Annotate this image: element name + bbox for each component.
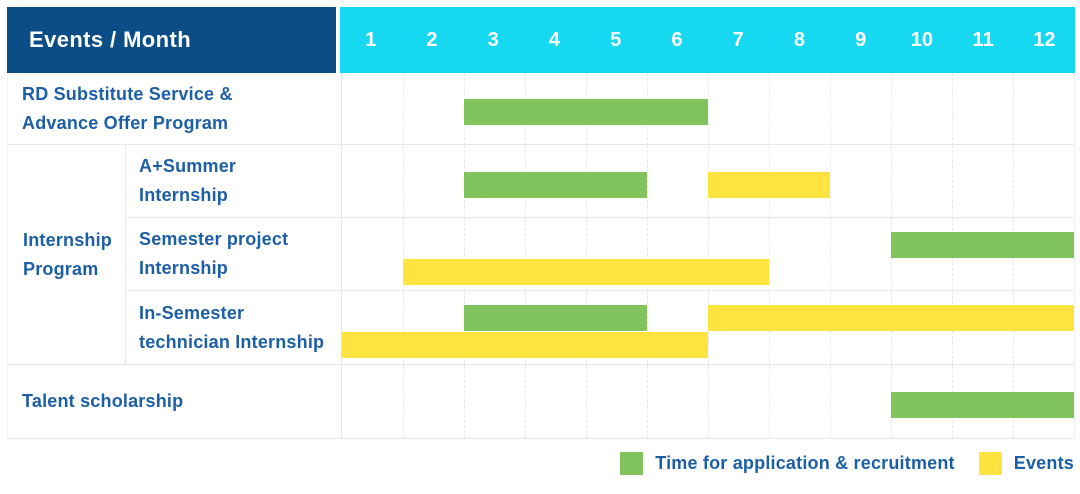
legend-item-events: Events (978, 452, 1074, 475)
bar-application-in-semester-technician-internship (464, 305, 647, 331)
row-label-rd-substitute-service-advance-offer-program: RD Substitute Service & Advance Offer Pro… (22, 83, 233, 133)
grid-line (769, 73, 770, 145)
grid-line (1013, 145, 1014, 218)
grid-line (586, 218, 587, 291)
grid-line (403, 291, 404, 364)
row-rd-substitute-service-advance-offer-program: RD Substitute Service & Advance Offer Pro… (8, 73, 1074, 145)
table-body: RD Substitute Service & Advance Offer Pro… (7, 73, 1075, 439)
legend-label-events: Events (1013, 453, 1074, 473)
grid-line (830, 365, 831, 438)
bar-application-semester-project-internship (891, 232, 1074, 258)
legend-swatch-application (620, 452, 644, 475)
grid-line (647, 218, 648, 291)
bar-events-a-summer-internship (708, 172, 830, 198)
row-label-semester-project-internship: Semester project Internship (125, 218, 341, 290)
row-a-summer-internship: A+Summer Internship (125, 145, 1074, 218)
month-label-7: 7 (732, 28, 744, 51)
legend-label-application: Time for application & recruitment (655, 453, 955, 473)
bar-application-a-summer-internship (464, 172, 647, 198)
grid-line (403, 218, 404, 291)
grid-line (708, 73, 709, 145)
month-label-2: 2 (426, 28, 438, 51)
month-grid-talent-scholarship (341, 365, 1074, 438)
bar-events-in-semester-technician-internship (342, 332, 708, 358)
grid-line (830, 218, 831, 291)
month-grid-semester-project-internship (341, 218, 1074, 291)
grid-line (952, 145, 953, 218)
table-header-row: Events / Month 1 2 3 4 5 6 7 8 9 10 11 12 (7, 7, 1075, 73)
section-internship-program: Internship Program A+Summer Internship Semes… (8, 145, 1074, 365)
month-label-5: 5 (610, 28, 622, 51)
grid-line (1013, 73, 1014, 145)
grid-line (830, 73, 831, 145)
bar-events-semester-project-internship (403, 259, 769, 285)
month-label-4: 4 (548, 28, 560, 51)
grid-line (891, 73, 892, 145)
grid-line (708, 218, 709, 291)
month-label-8: 8 (793, 28, 805, 51)
grid-line (830, 145, 831, 218)
month-label-3: 3 (487, 28, 499, 51)
bar-application-talent-scholarship (891, 392, 1074, 418)
month-label-12: 12 (1033, 28, 1056, 51)
legend-item-application: Time for application & recruitment (620, 452, 955, 475)
row-label-in-semester-technician-internship: In-Semester technician Internship (125, 291, 341, 364)
month-label-10: 10 (910, 28, 933, 51)
grid-line (708, 365, 709, 438)
row-label-talent-scholarship: Talent scholarship (22, 391, 184, 411)
month-header-row: 1 2 3 4 5 6 7 8 9 10 11 12 (340, 7, 1075, 73)
month-label-1: 1 (365, 28, 377, 51)
events-month-header: Events / Month (7, 7, 336, 73)
month-grid-a-summer-internship (341, 145, 1074, 218)
grid-line (769, 365, 770, 438)
month-label-11: 11 (972, 28, 994, 51)
grid-line (647, 145, 648, 218)
grid-line (525, 365, 526, 438)
group-label-internship-program: Internship Program (23, 229, 113, 279)
events-month-table: Events / Month 1 2 3 4 5 6 7 8 9 10 11 12 RD Substi… (7, 7, 1075, 439)
grid-line (647, 365, 648, 438)
bar-application-rd-substitute-service-advance-offer-program (464, 99, 708, 125)
grid-line (403, 73, 404, 145)
legend: Time for application & recruitment Events (620, 452, 1074, 475)
grid-line (464, 365, 465, 438)
grid-line (769, 218, 770, 291)
grid-line (952, 73, 953, 145)
row-in-semester-technician-internship: In-Semester technician Internship (125, 291, 1074, 364)
grid-line (586, 365, 587, 438)
month-label-9: 9 (855, 28, 867, 51)
row-talent-scholarship: Talent scholarship (8, 365, 1074, 438)
grid-line (403, 365, 404, 438)
legend-swatch-events (978, 452, 1002, 475)
grid-line (525, 218, 526, 291)
grid-line (403, 145, 404, 218)
month-label-6: 6 (671, 28, 683, 51)
month-grid-rd-substitute-service-advance-offer-program (341, 73, 1074, 145)
grid-line (464, 218, 465, 291)
grid-line (647, 291, 648, 364)
grid-line (891, 145, 892, 218)
month-grid-in-semester-technician-internship (341, 291, 1074, 364)
row-label-a-summer-internship: A+Summer Internship (125, 145, 341, 217)
row-semester-project-internship: Semester project Internship (125, 218, 1074, 291)
bar-events-in-semester-technician-internship (708, 305, 1074, 331)
